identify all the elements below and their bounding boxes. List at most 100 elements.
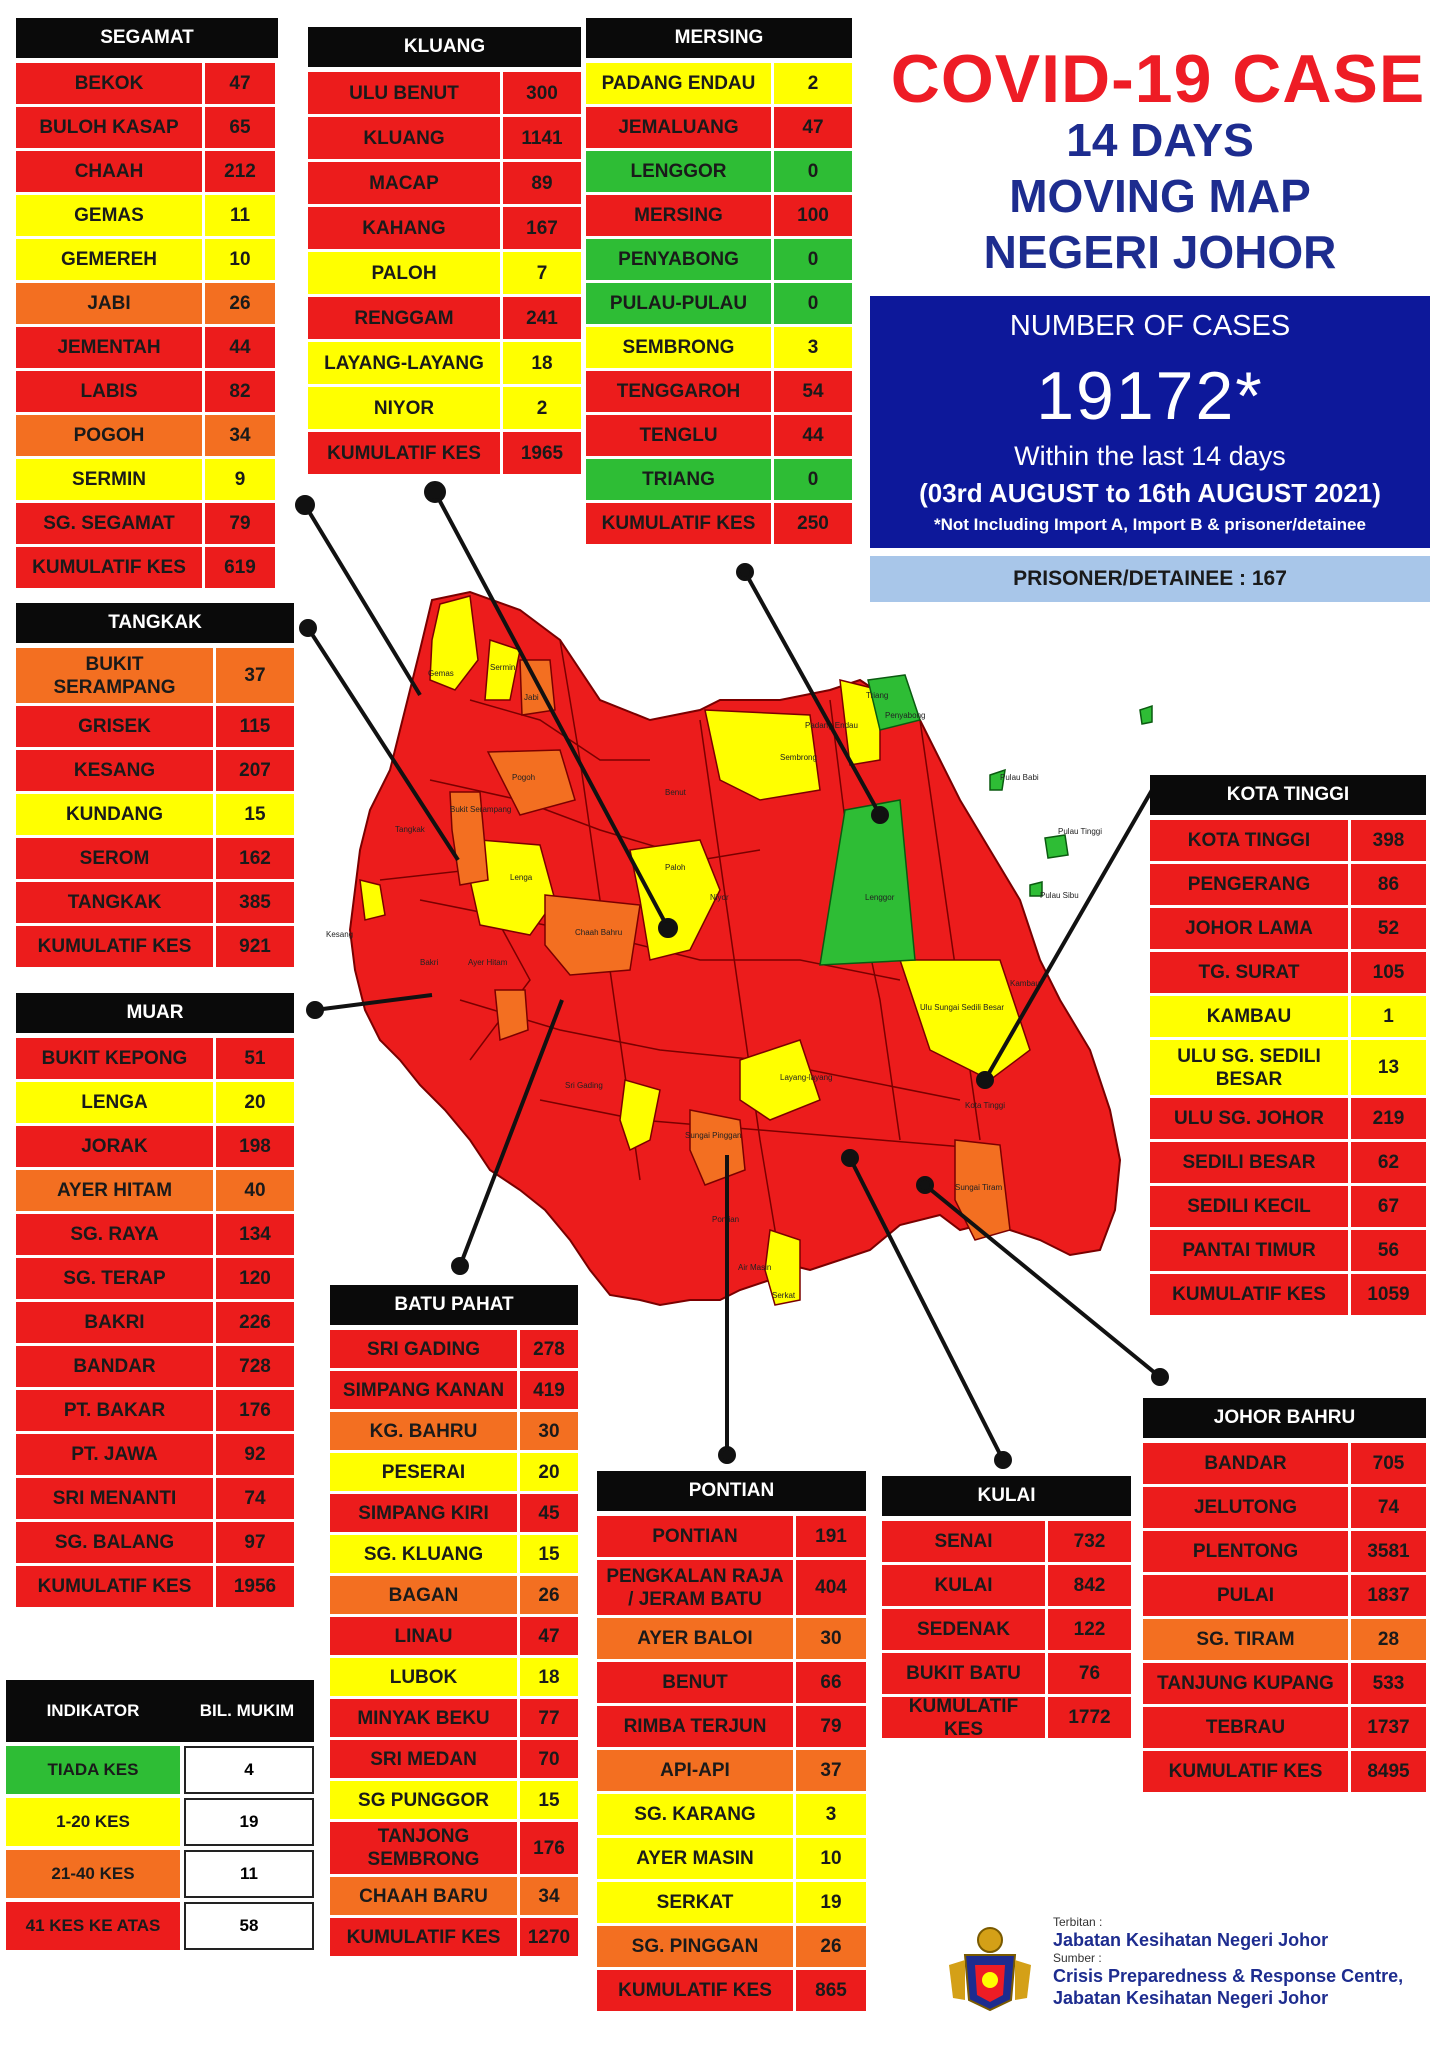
case-count: 44 — [774, 415, 852, 456]
subdistrict-name: PT. JAWA — [16, 1434, 213, 1475]
map-region-sri-gading — [619, 1079, 661, 1152]
district-row: BANDAR 728 — [16, 1346, 294, 1387]
subdistrict-name: API-API — [597, 1750, 793, 1791]
district-row: JEMALUANG 47 — [586, 107, 852, 148]
case-count: 20 — [520, 1453, 578, 1491]
subdistrict-name: CHAAH — [16, 151, 202, 192]
legend-label: TIADA KES — [6, 1746, 180, 1794]
case-count: 76 — [1048, 1653, 1131, 1694]
map-region-serkat — [764, 1228, 801, 1306]
case-count: 241 — [503, 297, 581, 339]
case-count: 30 — [796, 1618, 866, 1659]
case-count: 74 — [216, 1478, 294, 1519]
case-count: 198 — [216, 1126, 294, 1167]
case-count: 79 — [205, 503, 275, 544]
map-label: Layang-layang — [780, 1073, 832, 1082]
district-table-kulai: KULAI SENAI 732 KULAI 842 SEDENAK 122 BUKIT BA… — [882, 1476, 1131, 1743]
map-label: Penyabong — [885, 711, 925, 720]
legend-row-red: 41 KES KE ATAS 58 — [6, 1902, 314, 1950]
case-count: 52 — [1351, 908, 1426, 949]
case-count: 26 — [796, 1926, 866, 1967]
case-count: 398 — [1351, 820, 1426, 861]
case-count: 162 — [216, 838, 294, 879]
subdistrict-name: KAMBAU — [1150, 996, 1348, 1037]
subdistrict-name: SIMPANG KIRI — [330, 1494, 517, 1532]
legend-row-orange: 21-40 KES 11 — [6, 1850, 314, 1898]
district-header: KULAI — [882, 1476, 1131, 1516]
subdistrict-name: PANTAI TIMUR — [1150, 1230, 1348, 1271]
district-row: KAMBAU 1 — [1150, 996, 1426, 1037]
map-label: Kota Tinggi — [965, 1101, 1005, 1110]
district-row: PESERAI 20 — [330, 1453, 578, 1491]
subdistrict-name: BENUT — [597, 1662, 793, 1703]
subdistrict-name: RENGGAM — [308, 297, 500, 339]
map-label: Bukit Serampang — [450, 805, 511, 814]
subdistrict-name: BUKIT KEPONG — [16, 1038, 213, 1079]
subtitle-line-3: NEGERI JOHOR — [983, 226, 1337, 278]
subdistrict-name: SG. TERAP — [16, 1258, 213, 1299]
district-row: BUKIT KEPONG 51 — [16, 1038, 294, 1079]
district-row: BEKOK 47 — [16, 63, 278, 104]
case-count: 15 — [216, 794, 294, 835]
legend-row-yellow: 1-20 KES 19 — [6, 1798, 314, 1846]
case-count: 419 — [520, 1371, 578, 1409]
legend-col-indikator: INDIKATOR — [46, 1701, 140, 1720]
subdistrict-name: JABI — [16, 283, 202, 324]
footer-terbitan-label: Terbitan : — [1053, 1915, 1103, 1929]
district-row: SEROM 162 — [16, 838, 294, 879]
subdistrict-name: BUKIT SERAMPANG — [16, 648, 213, 703]
case-count: 385 — [216, 882, 294, 923]
case-count: 79 — [796, 1706, 866, 1747]
case-count: 219 — [1351, 1098, 1426, 1139]
subdistrict-name: CHAAH BARU — [330, 1877, 517, 1915]
case-count: 54 — [774, 371, 852, 412]
case-count: 11 — [205, 195, 275, 236]
subdistrict-name: SERMIN — [16, 459, 202, 500]
case-count: 51 — [216, 1038, 294, 1079]
map-region-layang — [739, 1039, 821, 1121]
map-label: Lenga — [510, 873, 533, 882]
district-row: SEDILI KECIL 67 — [1150, 1186, 1426, 1227]
page-title: COVID-19 CASE — [890, 41, 1426, 117]
case-count: 1737 — [1351, 1707, 1426, 1748]
footer-terbitan: Jabatan Kesihatan Negeri Johor — [1053, 1930, 1329, 1950]
subdistrict-name: SRI MEDAN — [330, 1740, 517, 1778]
cases-date-range: (03rd AUGUST to 16th AUGUST 2021) — [919, 478, 1381, 508]
district-row: TENGGAROH 54 — [586, 371, 852, 412]
map-label: Pulau Tinggi — [1058, 827, 1102, 836]
subdistrict-name: LUBOK — [330, 1658, 517, 1696]
case-count: 19 — [796, 1882, 866, 1923]
case-count: 37 — [216, 648, 294, 703]
subdistrict-name: MERSING — [586, 195, 771, 236]
footer-sumber-line1: Crisis Preparedness & Response Centre, — [1053, 1966, 1404, 1986]
district-row: SG. SEGAMAT 79 — [16, 503, 278, 544]
district-row: KOTA TINGGI 398 — [1150, 820, 1426, 861]
district-row: RENGGAM 241 — [308, 297, 581, 339]
subdistrict-name: KUMULATIF KES — [16, 547, 202, 588]
district-row: TG. SURAT 105 — [1150, 952, 1426, 993]
subdistrict-name: ULU BENUT — [308, 72, 500, 114]
subdistrict-name: SEDENAK — [882, 1609, 1045, 1650]
subdistrict-name: RIMBA TERJUN — [597, 1706, 793, 1747]
district-row: SIMPANG KANAN 419 — [330, 1371, 578, 1409]
case-count: 105 — [1351, 952, 1426, 993]
district-row: SERKAT 19 — [597, 1882, 866, 1923]
district-row: ULU SG. JOHOR 219 — [1150, 1098, 1426, 1139]
case-count: 13 — [1351, 1040, 1426, 1095]
subdistrict-name: KUMULATIF KES — [586, 503, 771, 544]
subdistrict-name: LENGGOR — [586, 151, 771, 192]
district-header: TANGKAK — [16, 603, 294, 643]
case-count: 47 — [774, 107, 852, 148]
map-region-pulau-babi — [989, 768, 1006, 791]
subdistrict-name: SENAI — [882, 1521, 1045, 1562]
subdistrict-name: PALOH — [308, 252, 500, 294]
district-row: PANTAI TIMUR 56 — [1150, 1230, 1426, 1271]
subdistrict-name: KUMULATIF KES — [330, 1918, 517, 1956]
district-row: JEMENTAH 44 — [16, 327, 278, 368]
legend-row-green: TIADA KES 4 — [6, 1746, 314, 1794]
subdistrict-name: TG. SURAT — [1150, 952, 1348, 993]
map-region-pulau-tinggi — [1044, 834, 1069, 859]
district-header: KLUANG — [308, 27, 581, 67]
district-row: TANJONG SEMBRONG 176 — [330, 1822, 578, 1874]
footer-sumber-line2: Jabatan Kesihatan Negeri Johor — [1053, 1988, 1329, 2008]
